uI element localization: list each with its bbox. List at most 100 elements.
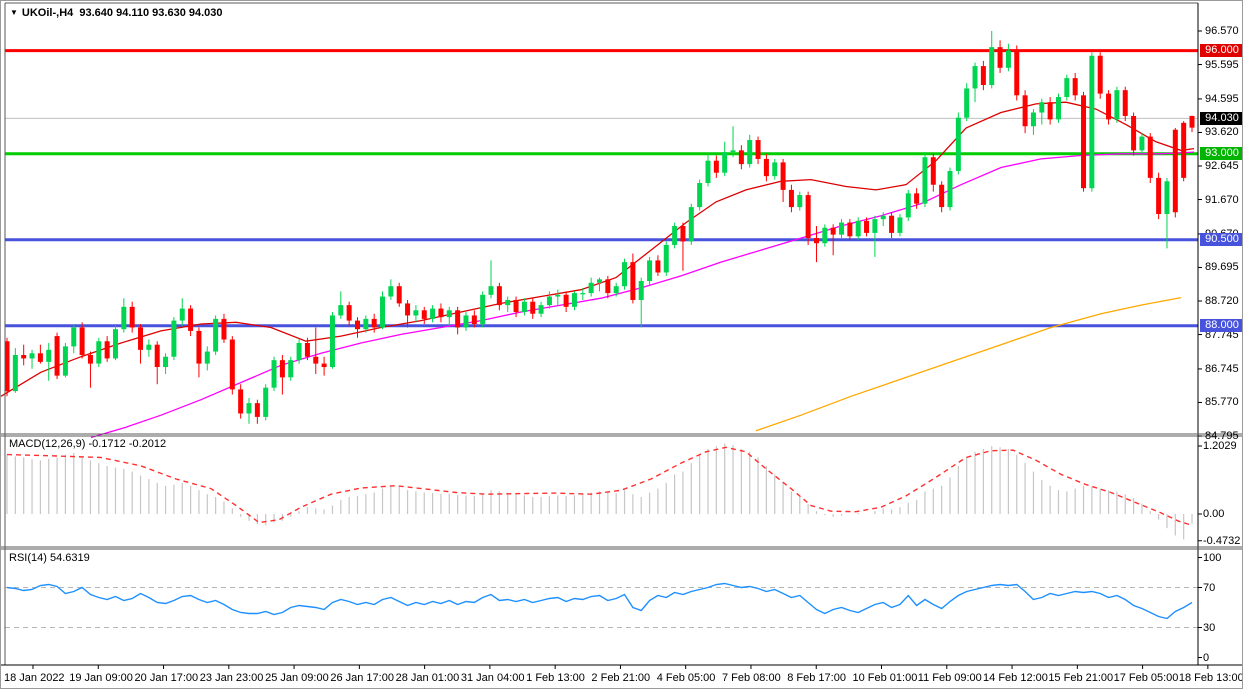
candle-body (1064, 78, 1070, 98)
candle-body (513, 299, 519, 313)
candle-body (163, 356, 169, 368)
rsi-axis-label: 30 (1203, 621, 1216, 634)
candle-body (922, 157, 928, 204)
candle-body (1072, 78, 1078, 96)
candle-body (37, 353, 43, 362)
candle-body (955, 117, 961, 171)
candle-body (872, 219, 878, 233)
candle-body (1047, 102, 1053, 120)
candle-body (1147, 136, 1153, 178)
candle-body (672, 226, 678, 245)
time-axis-label: 7 Feb 08:00 (721, 672, 781, 684)
candle-body (388, 286, 394, 297)
candle-body (238, 389, 244, 414)
candle-body (112, 329, 118, 359)
price-axis-label: 93.620 (1205, 126, 1239, 139)
candle-body (4, 341, 10, 392)
candle-body (964, 88, 970, 118)
candle-body (363, 318, 369, 330)
rsi-indicator-label: RSI(14) 54.6319 (9, 552, 90, 564)
time-axis-label: 20 Jan 17:00 (134, 672, 199, 684)
time-axis-label: 18 Jan 2022 (4, 672, 65, 684)
time-axis-label: 14 Feb 12:00 (983, 672, 1048, 684)
candle-body (1189, 115, 1195, 128)
candle-body (713, 160, 719, 173)
price-axis-label: 95.595 (1205, 58, 1239, 71)
candle-body (338, 305, 344, 316)
chart-title: ▼ UKOil-,H4 93.640 94.110 93.630 94.030 (10, 7, 223, 19)
candle-body (1164, 181, 1170, 214)
candle-body (438, 308, 444, 318)
candle-body (880, 215, 886, 220)
candle-body (321, 363, 327, 368)
candle-body (271, 360, 277, 388)
candle-body (705, 160, 711, 184)
candle-body (87, 355, 93, 364)
candle-body (722, 152, 728, 173)
price-axis-label: 89.695 (1205, 261, 1239, 274)
candle-body (864, 220, 870, 233)
candle-body (1022, 95, 1028, 127)
candle-body (538, 305, 544, 314)
rsi-axis-label: 0 (1203, 651, 1210, 664)
candle-body (1106, 93, 1112, 120)
candle-body (822, 227, 828, 244)
candle-body (104, 341, 110, 359)
candle-body (229, 339, 235, 390)
candle-body (638, 281, 644, 300)
price-axis-label: 92.645 (1205, 160, 1239, 172)
candle-body (939, 184, 945, 208)
candle-body (46, 349, 52, 362)
candle-body (21, 355, 27, 359)
candle-body (471, 315, 477, 325)
time-axis-label: 18 Feb 13:00 (1178, 672, 1243, 684)
candle-body (914, 193, 920, 204)
time-axis-label: 31 Jan 04:00 (460, 672, 525, 684)
candle-body (288, 360, 294, 378)
price-badge-96.000: 96.000 (1200, 44, 1242, 58)
time-axis-label: 19 Jan 09:00 (69, 672, 133, 684)
candle-body (580, 293, 586, 295)
price-axis-label: 84.795 (1205, 430, 1239, 442)
candle-body (380, 296, 386, 328)
candle-body (62, 346, 68, 376)
candle-body (1139, 136, 1145, 151)
candle-body (780, 162, 786, 190)
candle-body (1089, 55, 1095, 189)
time-axis-label: 28 Jan 01:00 (395, 672, 460, 684)
candle-body (296, 342, 302, 361)
candle-body (647, 260, 653, 282)
candle-body (622, 262, 628, 287)
candle-body (847, 222, 853, 237)
candle-body (329, 315, 335, 368)
candle-body (96, 341, 102, 364)
macd-axis-label: 1.2029 (1203, 440, 1237, 452)
candle-body (304, 342, 310, 357)
candle-body (839, 222, 845, 235)
candle-body (121, 306, 127, 330)
price-axis-label: 91.670 (1205, 193, 1239, 206)
macd-axis-label: -0.4732 (1203, 534, 1241, 547)
macd-indicator-label: MACD(12,26,9) -0.1712 -0.2012 (9, 438, 167, 450)
time-axis-label: 17 Feb 05:00 (1113, 672, 1179, 684)
candle-body (772, 162, 778, 177)
price-badge-88.000: 88.000 (1200, 319, 1242, 333)
candle-body (171, 320, 177, 357)
ma_slow-line[interactable] (755, 296, 1182, 432)
candle-body (396, 286, 402, 304)
candle-body (196, 330, 202, 364)
candle-body (947, 170, 953, 208)
candle-body (680, 226, 686, 242)
candle-body (855, 220, 861, 237)
candle-body (571, 293, 577, 307)
candle-body (129, 306, 135, 328)
candle-body (154, 344, 160, 368)
candle-body (897, 217, 903, 233)
candle-body (1081, 95, 1087, 189)
candle-body (997, 47, 1003, 68)
candle-body (730, 150, 736, 153)
candle-body (346, 305, 352, 321)
symbol-dropdown-arrow-icon[interactable]: ▼ (10, 8, 18, 17)
time-axis-label: 23 Jan 23:00 (199, 672, 264, 684)
